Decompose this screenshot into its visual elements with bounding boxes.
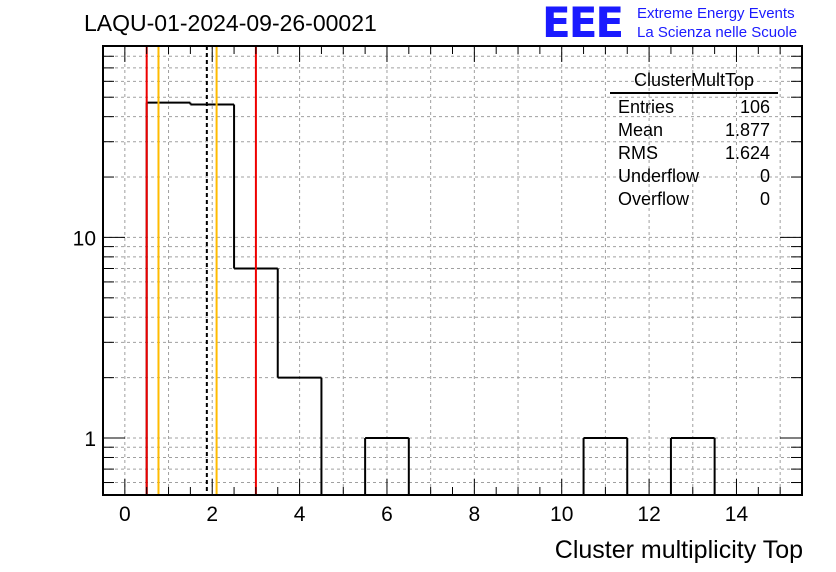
- x-tick-label: 14: [725, 503, 749, 526]
- stats-label: Underflow: [618, 166, 700, 186]
- stats-row-underflow: Underflow 0: [610, 165, 778, 188]
- logo-caption-line2: La Scienza nelle Scuole: [637, 24, 798, 41]
- stats-value: 1.877: [724, 120, 770, 140]
- x-axis-title: Cluster multiplicity Top: [554, 536, 803, 564]
- x-tick-label: 6: [381, 503, 393, 526]
- stats-label: Overflow: [618, 189, 690, 209]
- marker-lines: [145, 46, 257, 495]
- axis-ticks: [102, 45, 802, 495]
- logo-caption: Extreme Energy Events La Scienza nelle S…: [637, 4, 797, 42]
- stats-value: 0: [759, 166, 770, 186]
- y-tick-label: 10: [73, 227, 96, 250]
- stats-title: ClusterMultTop: [610, 70, 778, 94]
- stats-label: Entries: [618, 97, 675, 117]
- stats-box: ClusterMultTop Entries 106 Mean 1.877 RMS 1.6…: [610, 70, 778, 211]
- stats-label: Mean: [618, 120, 664, 140]
- chart-title: LAQU-01-2024-09-26-00021: [84, 10, 377, 36]
- x-tick-label: 10: [550, 503, 573, 526]
- x-tick-label: 8: [469, 503, 481, 526]
- stats-row-rms: RMS 1.624: [610, 142, 778, 165]
- stats-value: 106: [739, 97, 770, 117]
- x-tick-label: 2: [206, 503, 218, 526]
- stats-label: RMS: [618, 143, 658, 163]
- stats-rows: Entries 106 Mean 1.877 RMS 1.624 Underflow 0 Ove…: [610, 96, 778, 211]
- stats-row-overflow: Overflow 0: [610, 188, 778, 211]
- x-tick-label: 0: [119, 503, 131, 526]
- stats-row-entries: Entries 106: [610, 96, 778, 119]
- tick-labels: 0 2 4 6 8 10 12 14 1 10: [73, 227, 749, 526]
- eee-logo: EEE: [542, 0, 624, 47]
- x-tick-label: 4: [294, 503, 306, 526]
- stats-value: 0: [759, 189, 770, 209]
- logo-caption-line1: Extreme Energy Events: [637, 5, 795, 22]
- stats-row-mean: Mean 1.877: [610, 119, 778, 142]
- x-tick-label: 12: [637, 503, 660, 526]
- stats-value: 1.624: [724, 143, 770, 163]
- y-tick-label: 1: [84, 428, 96, 451]
